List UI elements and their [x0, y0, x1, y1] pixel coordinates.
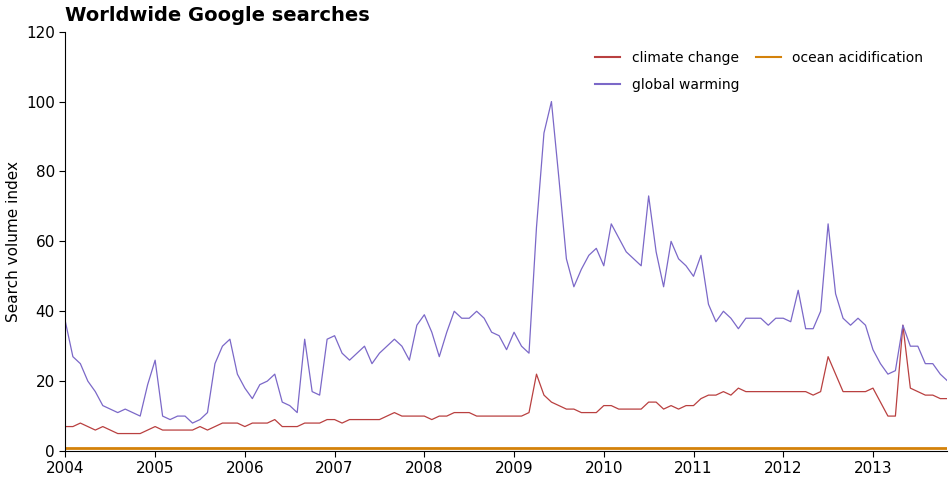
Text: Worldwide Google searches: Worldwide Google searches [66, 6, 369, 25]
Y-axis label: Search volume index: Search volume index [6, 161, 21, 322]
Legend: climate change, global warming, ocean acidification: climate change, global warming, ocean ac… [595, 51, 922, 92]
